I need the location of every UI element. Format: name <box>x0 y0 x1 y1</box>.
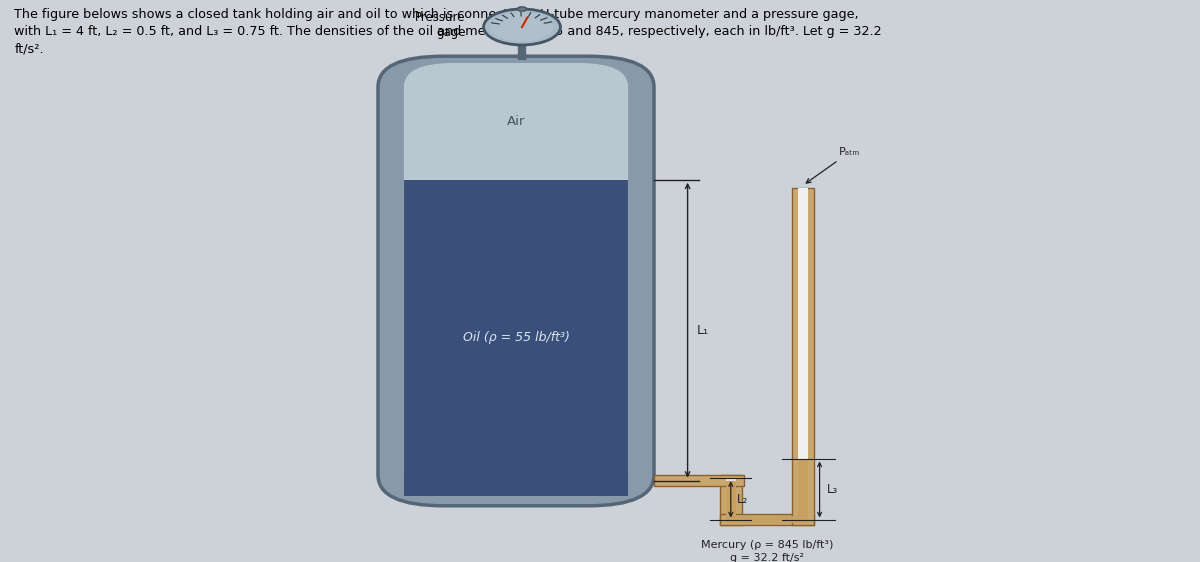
Text: L₁: L₁ <box>697 324 709 337</box>
Bar <box>726 478 736 481</box>
Circle shape <box>491 12 553 42</box>
Circle shape <box>517 7 527 11</box>
Circle shape <box>484 9 560 45</box>
Text: Oil (ρ = 55 lb/ft³): Oil (ρ = 55 lb/ft³) <box>462 331 570 345</box>
Bar <box>726 516 808 523</box>
Text: L₃: L₃ <box>827 483 838 496</box>
Bar <box>720 475 742 525</box>
Bar <box>720 514 814 525</box>
Text: Pₐₜₘ: Pₐₜₘ <box>806 147 860 183</box>
FancyBboxPatch shape <box>378 56 654 506</box>
Bar <box>798 459 808 520</box>
Text: The figure belows shows a closed tank holding air and oil to which is connected : The figure belows shows a closed tank ho… <box>14 8 882 56</box>
Bar <box>654 475 744 486</box>
Bar <box>798 188 808 459</box>
Text: L₂: L₂ <box>737 493 748 506</box>
Bar <box>726 478 736 520</box>
Bar <box>792 188 814 525</box>
Text: Pressure
gage: Pressure gage <box>415 11 466 39</box>
FancyBboxPatch shape <box>404 63 628 496</box>
Text: Air: Air <box>506 115 526 128</box>
Text: Mercury (ρ = 845 lb/ft³)
g = 32.2 ft/s²: Mercury (ρ = 845 lb/ft³) g = 32.2 ft/s² <box>701 540 833 562</box>
Bar <box>404 180 628 496</box>
